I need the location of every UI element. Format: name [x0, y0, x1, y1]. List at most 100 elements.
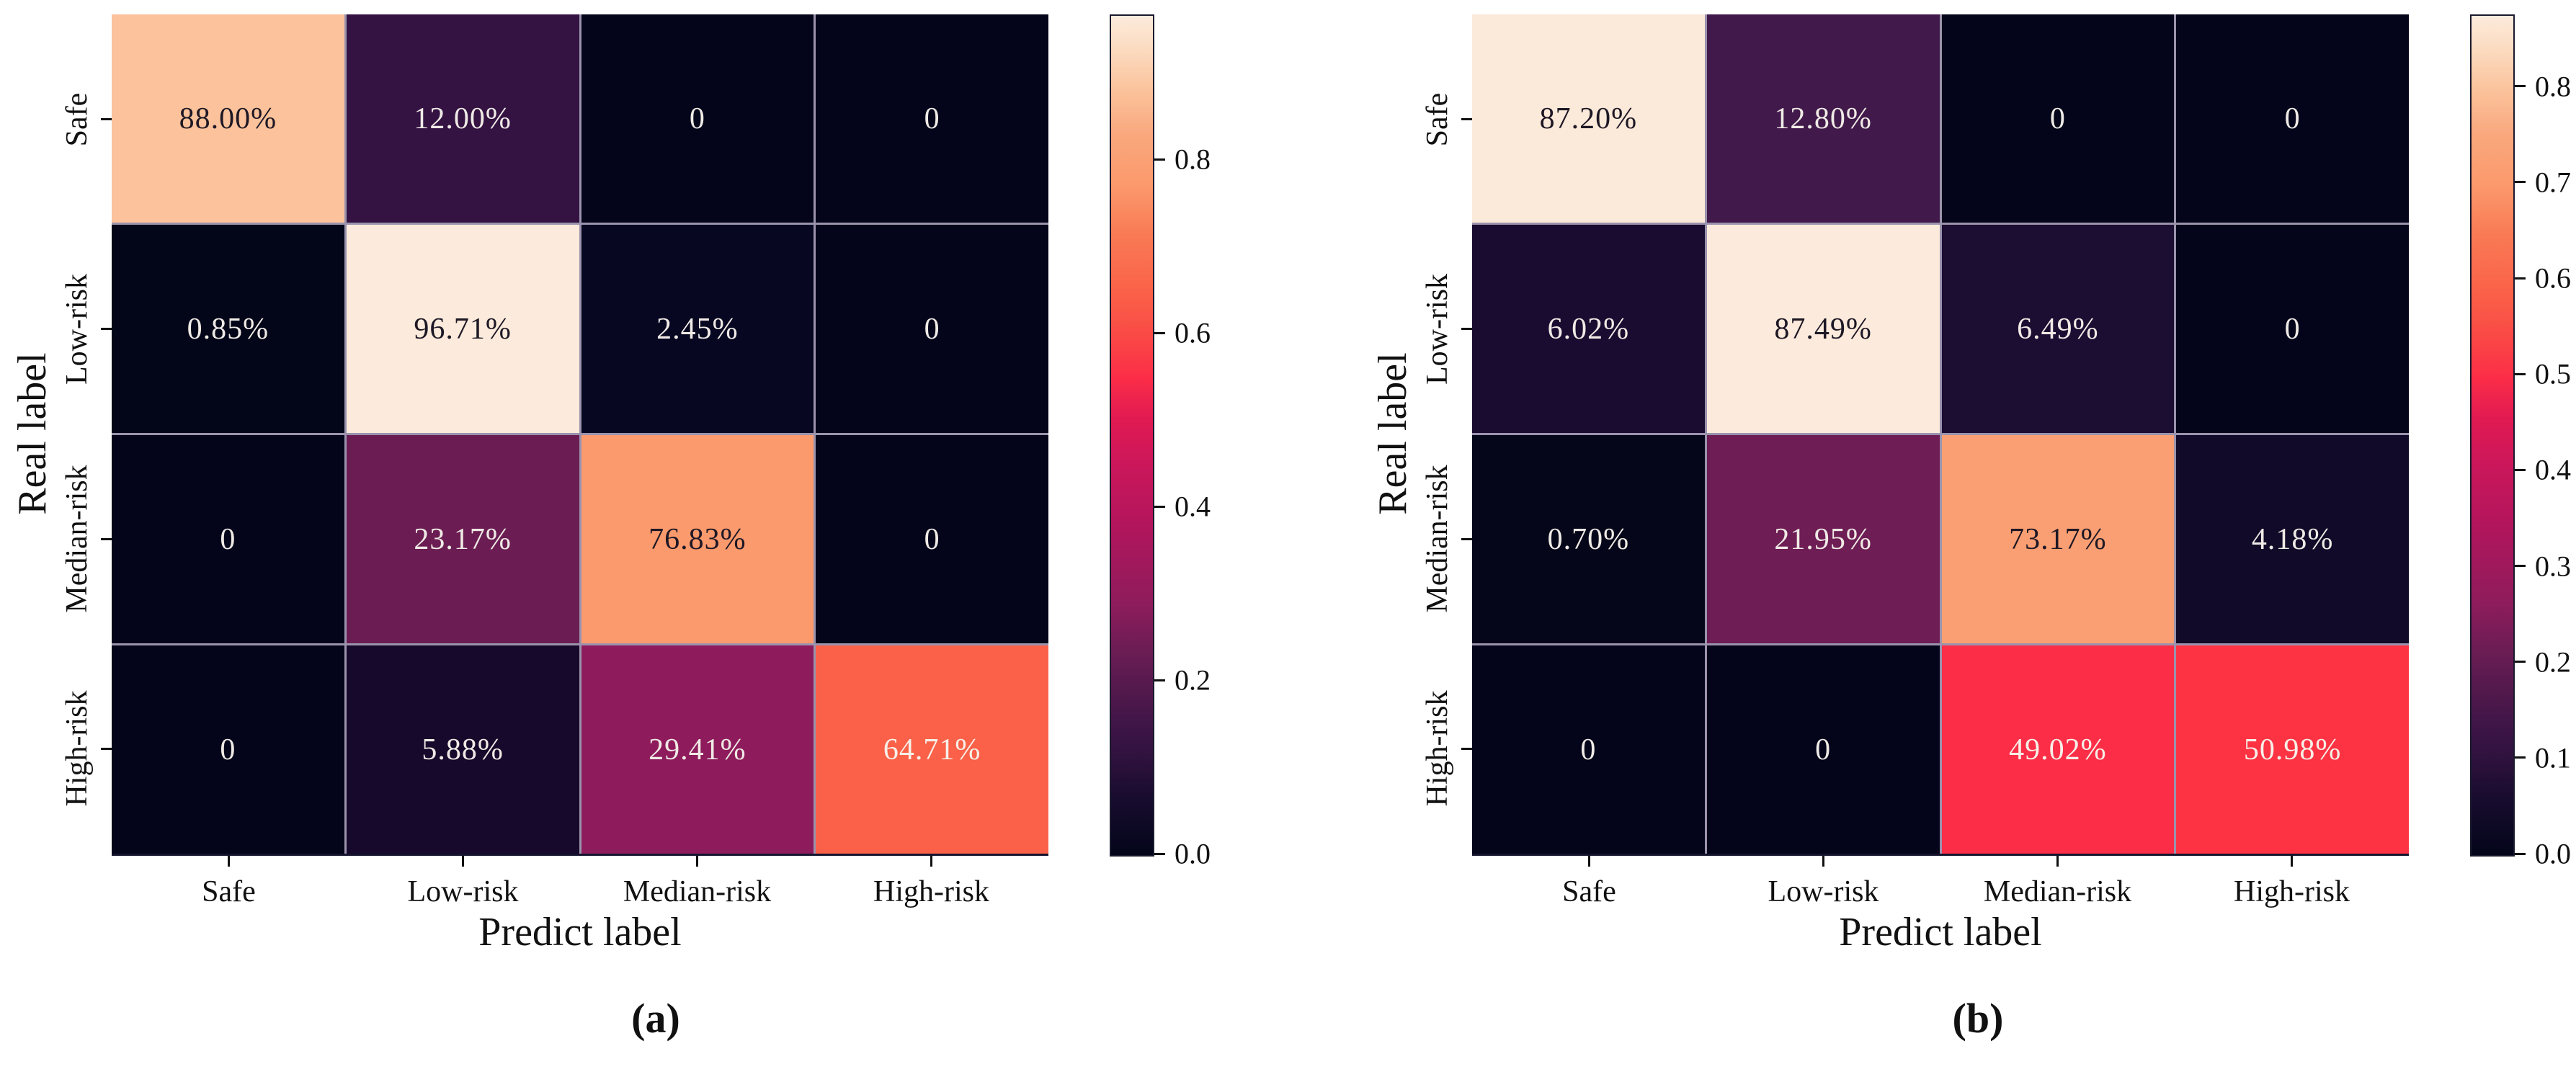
- colorbar-tick-mark: [2515, 756, 2526, 759]
- colorbar-tick-label-0.0: 0.0: [1175, 837, 1211, 870]
- x-tick-label-Low-risk: Low-risk: [407, 875, 519, 908]
- cell-Low-risk-High-risk: 0: [2176, 225, 2409, 433]
- cell-Low-risk-Median-risk: 2.45%: [581, 225, 814, 433]
- y-tick-mark: [1461, 537, 1472, 540]
- cell-High-risk-Safe: 0: [112, 645, 344, 854]
- colorbar-tick-mark: [2515, 468, 2526, 471]
- colorbar-tick-label-0.5: 0.5: [2535, 357, 2571, 390]
- cell-Low-risk-Median-risk: 6.49%: [1941, 225, 2175, 433]
- cell-Safe-Median-risk: 0: [1941, 14, 2175, 223]
- cell-Median-risk-Low-risk: 23.17%: [346, 435, 579, 643]
- cell-Safe-Low-risk: 12.80%: [1706, 14, 1940, 223]
- y-tick-mark: [1461, 747, 1472, 750]
- y-tick-label-High-risk: High-risk: [61, 690, 94, 807]
- colorbar-tick-label-0.4: 0.4: [1175, 490, 1211, 523]
- cell-High-risk-Safe: 0: [1472, 645, 1705, 854]
- panel-b: 87.20% 12.80% 0 0 6.02% 87.49% 6.49% 0 0.70% 21.9…: [1288, 0, 2576, 1082]
- colorbar-tick-mark: [2515, 852, 2526, 855]
- y-tick-mark: [101, 537, 112, 540]
- cell-Safe-Low-risk: 12.00%: [346, 14, 579, 223]
- x-tick-label-High-risk: High-risk: [2234, 875, 2350, 908]
- x-tick-mark: [930, 856, 932, 867]
- y-tick-label-Median-risk: Median-risk: [1421, 465, 1454, 613]
- colorbar-tick-label-0.7: 0.7: [2535, 166, 2571, 199]
- y-axis-label: Real label: [10, 352, 55, 515]
- colorbar-tick-label-0.8: 0.8: [2535, 70, 2571, 103]
- heatmap-grid: 88.00% 12.00% 0 0 0.85% 96.71% 2.45% 0 0 23.17% 76…: [112, 14, 1048, 856]
- cell-Median-risk-High-risk: 4.18%: [2176, 435, 2409, 643]
- colorbar-tick-mark: [2515, 661, 2526, 663]
- x-tick-mark: [696, 856, 698, 867]
- x-tick-mark: [228, 856, 230, 867]
- y-tick-label-Low-risk: Low-risk: [1421, 273, 1454, 385]
- x-tick-label-Safe: Safe: [1562, 875, 1616, 908]
- x-tick-mark: [2291, 856, 2293, 867]
- cell-Low-risk-Safe: 6.02%: [1472, 225, 1705, 433]
- cell-Safe-High-risk: 0: [816, 14, 1048, 223]
- y-tick-mark: [101, 747, 112, 750]
- x-tick-label-High-risk: High-risk: [873, 875, 989, 908]
- y-tick-label-Low-risk: Low-risk: [61, 273, 94, 385]
- panel-caption: (b): [1952, 995, 2004, 1042]
- colorbar-tick-mark: [1154, 158, 1165, 161]
- x-axis-label: Predict label: [478, 910, 682, 954]
- x-tick-mark: [462, 856, 464, 867]
- cell-Low-risk-Low-risk: 87.49%: [1706, 225, 1940, 433]
- y-tick-label-Median-risk: Median-risk: [61, 465, 94, 613]
- y-tick-mark: [101, 118, 112, 121]
- x-tick-mark: [2056, 856, 2059, 867]
- colorbar-tick-label-0.6: 0.6: [1175, 316, 1211, 349]
- cell-Median-risk-High-risk: 0: [816, 435, 1048, 643]
- cell-Median-risk-Safe: 0.70%: [1472, 435, 1705, 643]
- colorbar-tick-label-0.2: 0.2: [1175, 663, 1211, 697]
- heatmap-grid: 87.20% 12.80% 0 0 6.02% 87.49% 6.49% 0 0.70% 21.9…: [1472, 14, 2409, 856]
- y-tick-mark: [101, 328, 112, 331]
- x-axis-label: Predict label: [1839, 910, 2042, 954]
- x-tick-mark: [1588, 856, 1590, 867]
- y-tick-mark: [1461, 328, 1472, 331]
- y-tick-label-High-risk: High-risk: [1421, 690, 1454, 807]
- colorbar-tick-mark: [2515, 372, 2526, 375]
- cell-Safe-Safe: 88.00%: [112, 14, 344, 223]
- colorbar-tick-mark: [2515, 277, 2526, 280]
- cell-High-risk-Low-risk: 0: [1706, 645, 1940, 854]
- colorbar-tick-label-0.8: 0.8: [1175, 143, 1211, 176]
- colorbar-tick-label-0.3: 0.3: [2535, 550, 2571, 583]
- cell-High-risk-Low-risk: 5.88%: [346, 645, 579, 854]
- cell-Safe-High-risk: 0: [2176, 14, 2409, 223]
- colorbar-tick-label-0.2: 0.2: [2535, 645, 2571, 679]
- cell-Low-risk-Low-risk: 96.71%: [346, 225, 579, 433]
- cell-Low-risk-Safe: 0.85%: [112, 225, 344, 433]
- cell-Safe-Safe: 87.20%: [1472, 14, 1705, 223]
- colorbar-tick-mark: [2515, 85, 2526, 88]
- x-tick-label-Safe: Safe: [202, 875, 256, 908]
- colorbar-tick-label-0.0: 0.0: [2535, 837, 2571, 870]
- cell-High-risk-Median-risk: 29.41%: [581, 645, 814, 854]
- x-tick-mark: [1822, 856, 1824, 867]
- cell-Median-risk-Median-risk: 73.17%: [1941, 435, 2175, 643]
- panel-caption: (a): [631, 995, 680, 1042]
- y-tick-label-Safe: Safe: [1421, 92, 1454, 146]
- cell-High-risk-Median-risk: 49.02%: [1941, 645, 2175, 854]
- colorbar: [2470, 14, 2515, 857]
- cell-Median-risk-Safe: 0: [112, 435, 344, 643]
- cell-High-risk-High-risk: 50.98%: [2176, 645, 2409, 854]
- colorbar-tick-mark: [2515, 181, 2526, 184]
- colorbar-tick-mark: [1154, 505, 1165, 508]
- y-tick-mark: [1461, 118, 1472, 121]
- y-axis-label: Real label: [1371, 352, 1415, 515]
- y-tick-label-Safe: Safe: [61, 92, 94, 146]
- cell-Median-risk-Low-risk: 21.95%: [1706, 435, 1940, 643]
- colorbar-tick-mark: [1154, 679, 1165, 681]
- colorbar-tick-mark: [1154, 852, 1165, 855]
- panel-a: 88.00% 12.00% 0 0 0.85% 96.71% 2.45% 0 0 23.17% 76…: [10, 14, 1211, 1042]
- colorbar-tick-label-0.1: 0.1: [2535, 741, 2571, 774]
- x-tick-label-Median-risk: Median-risk: [623, 875, 772, 908]
- cell-High-risk-High-risk: 64.71%: [816, 645, 1048, 854]
- colorbar-tick-label-0.4: 0.4: [2535, 453, 2571, 486]
- colorbar-tick-mark: [1154, 331, 1165, 334]
- cell-Low-risk-High-risk: 0: [816, 225, 1048, 433]
- colorbar: [1110, 14, 1154, 857]
- x-tick-label-Low-risk: Low-risk: [1768, 875, 1879, 908]
